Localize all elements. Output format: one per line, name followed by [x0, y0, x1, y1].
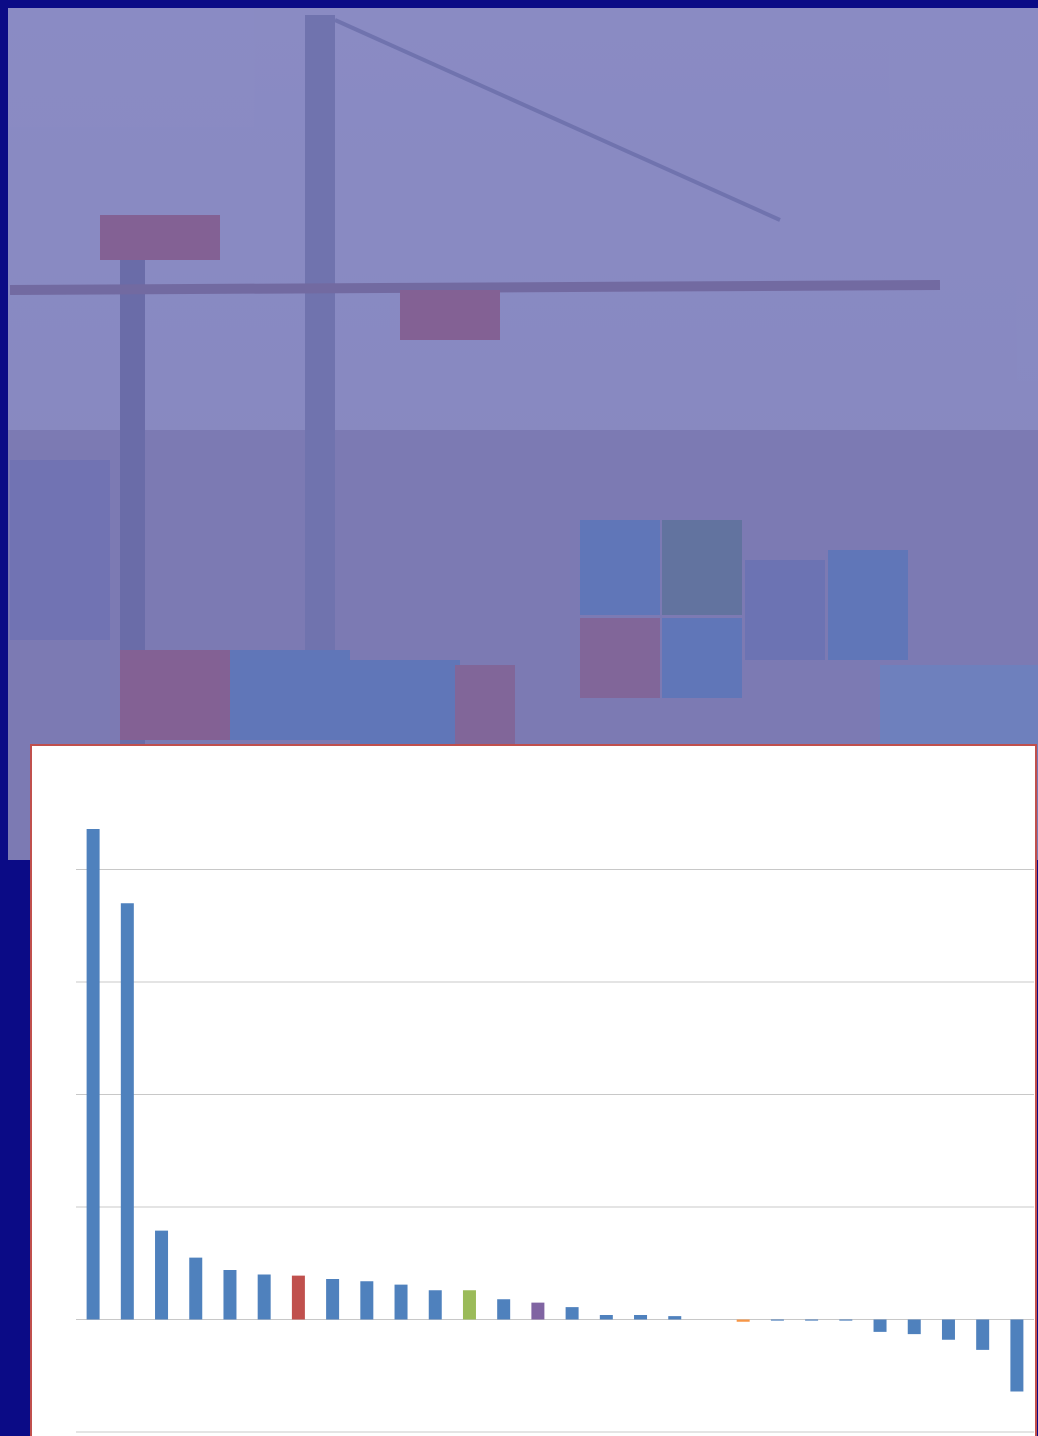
bar [839, 1319, 853, 1321]
bar [668, 1316, 682, 1320]
bar [155, 1230, 169, 1320]
bar [941, 1319, 955, 1340]
bar [599, 1315, 613, 1320]
bar [907, 1319, 921, 1335]
bar [736, 1319, 750, 1322]
bar [565, 1307, 579, 1320]
bar [86, 829, 100, 1320]
bar [428, 1290, 442, 1320]
bar [770, 1319, 784, 1321]
bar [120, 903, 134, 1320]
background-photo [8, 8, 1038, 860]
bar [805, 1319, 819, 1321]
bar [394, 1284, 408, 1320]
bar [1010, 1319, 1024, 1392]
bar [326, 1279, 340, 1320]
bar [257, 1274, 271, 1320]
bar [189, 1257, 203, 1320]
bar [976, 1319, 990, 1350]
bar [873, 1319, 887, 1332]
bar [531, 1302, 545, 1320]
bar [223, 1270, 237, 1320]
chart-frame [30, 744, 1037, 1436]
bar [634, 1315, 648, 1320]
bar [497, 1299, 511, 1320]
bar [291, 1275, 305, 1320]
bar [360, 1281, 374, 1320]
bar [462, 1290, 476, 1320]
